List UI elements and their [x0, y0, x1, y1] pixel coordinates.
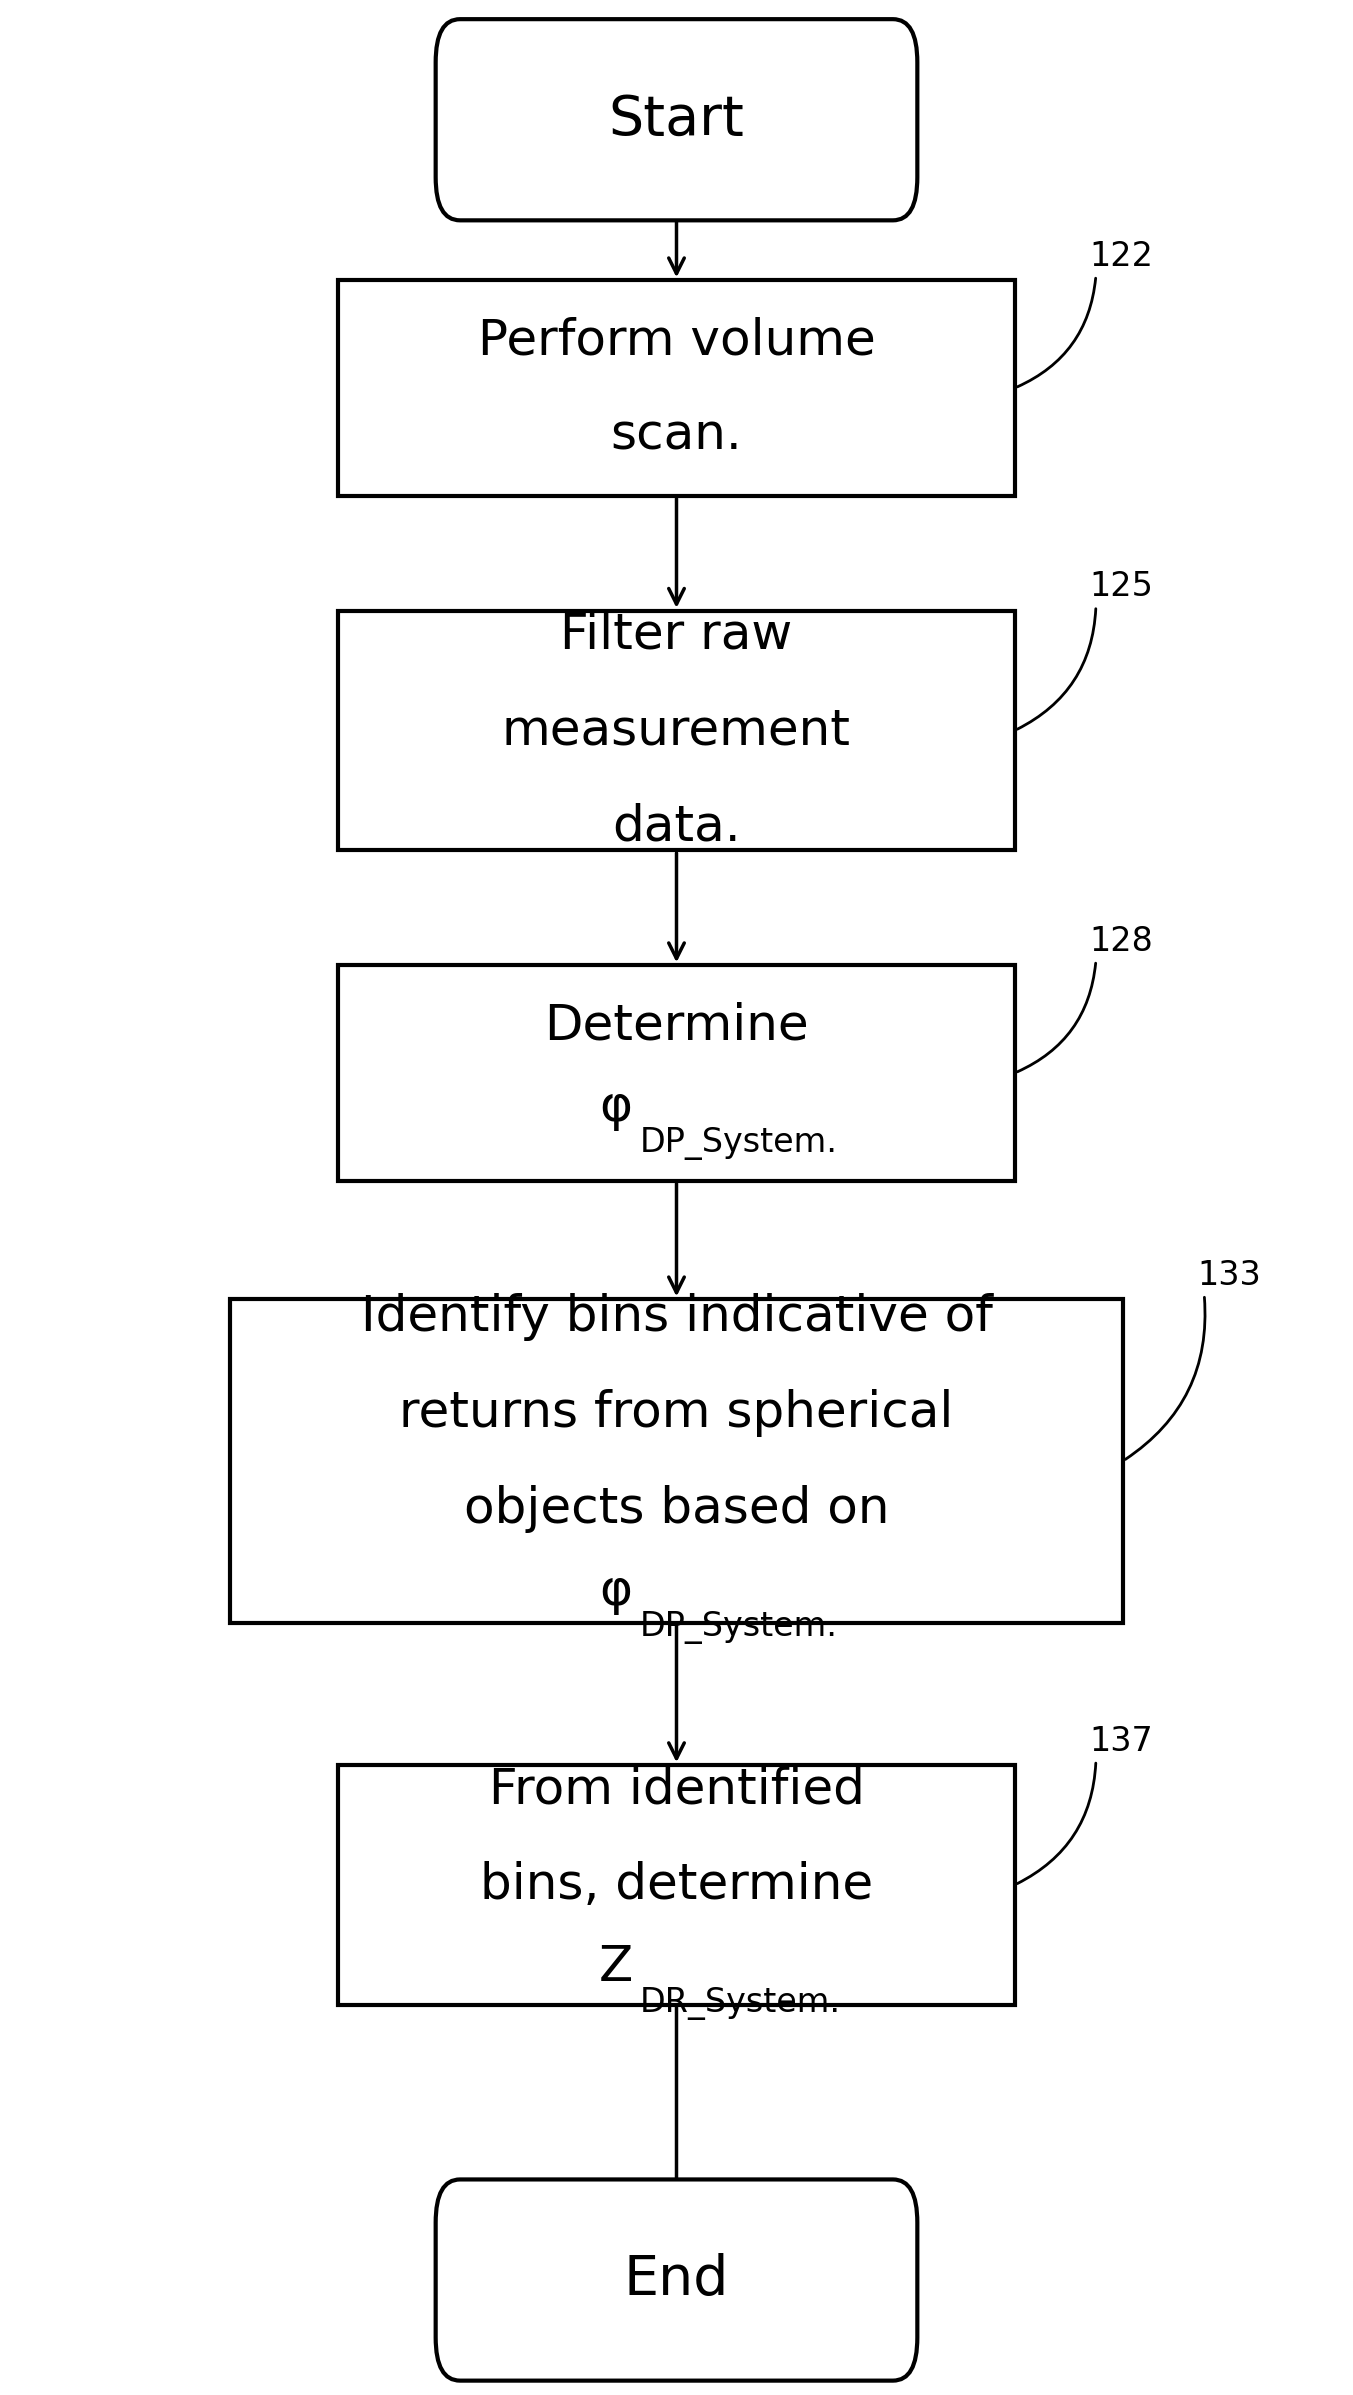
Bar — [338, 965, 1015, 1181]
Text: Perform volume: Perform volume — [478, 316, 875, 364]
FancyBboxPatch shape — [436, 2179, 917, 2381]
Bar — [338, 611, 1015, 850]
Text: returns from spherical: returns from spherical — [399, 1389, 954, 1437]
Text: Z: Z — [598, 1942, 633, 1990]
Text: φ: φ — [599, 1083, 632, 1130]
Text: bins, determine: bins, determine — [480, 1861, 873, 1909]
Bar — [338, 280, 1015, 496]
Text: Identify bins indicative of: Identify bins indicative of — [360, 1293, 993, 1341]
Text: Determine: Determine — [544, 1001, 809, 1049]
Text: Start: Start — [609, 93, 744, 146]
Text: End: End — [624, 2254, 729, 2306]
Text: 133: 133 — [1197, 1260, 1261, 1291]
Text: DP_System.: DP_System. — [640, 1128, 838, 1159]
Text: DP_System.: DP_System. — [640, 1612, 838, 1643]
Text: DR_System.: DR_System. — [640, 1988, 840, 2019]
Text: From identified: From identified — [488, 1765, 865, 1813]
Text: objects based on: objects based on — [464, 1485, 889, 1533]
Text: φ: φ — [599, 1566, 632, 1614]
Text: 128: 128 — [1089, 924, 1153, 958]
FancyBboxPatch shape — [436, 19, 917, 220]
Text: Filter raw: Filter raw — [560, 611, 793, 659]
Text: scan.: scan. — [610, 412, 743, 460]
Text: 122: 122 — [1089, 240, 1153, 273]
Bar — [338, 1765, 1015, 2005]
Text: data.: data. — [612, 802, 741, 850]
Text: measurement: measurement — [502, 707, 851, 754]
Text: 125: 125 — [1089, 570, 1153, 604]
Text: 137: 137 — [1089, 1724, 1153, 1758]
Bar — [230, 1298, 1123, 1624]
